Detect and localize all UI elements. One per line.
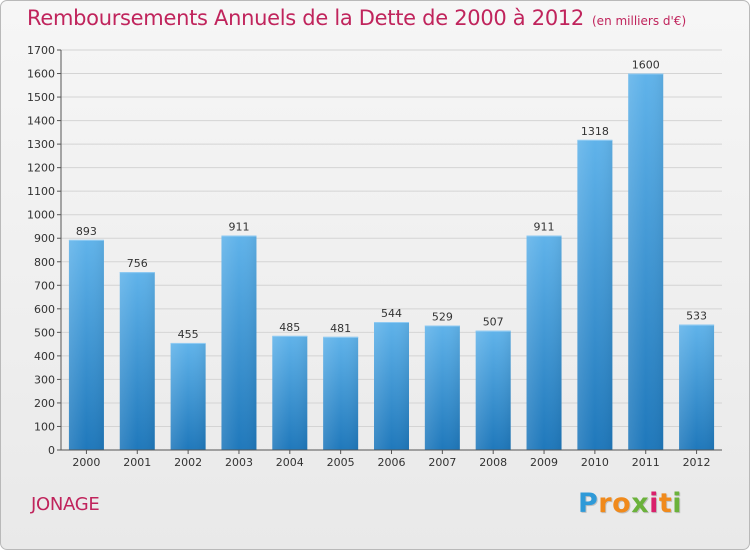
x-tick-label: 2004 [276, 456, 304, 469]
x-axis-tick-labels: 2000 2001 2002 2003 2004 2005 2006 2007 2008 2009… [72, 450, 711, 469]
y-tick-label: 1000 [27, 209, 55, 222]
y-tick-label: 1700 [27, 44, 55, 57]
data-label: 481 [330, 322, 351, 335]
y-tick-label: 200 [34, 397, 55, 410]
data-label: 507 [483, 316, 504, 329]
data-label: 1600 [632, 59, 660, 72]
city-name: JONAGE [31, 494, 100, 515]
y-tick-label: 1200 [27, 162, 55, 175]
logo-letter: i [672, 488, 683, 519]
bar-shine [577, 139, 613, 450]
data-label: 485 [279, 321, 300, 334]
x-tick-label: 2005 [327, 456, 355, 469]
y-tick-label: 1600 [27, 68, 55, 81]
y-tick-label: 300 [34, 373, 55, 386]
data-label: 529 [432, 311, 453, 324]
data-labels: 893 756 455 911 485 481 544 529 507 911 1318 1600 53… [76, 59, 707, 341]
x-tick-label: 2001 [123, 456, 151, 469]
bar-shine [272, 335, 308, 450]
y-tick-label: 500 [34, 326, 55, 339]
data-label: 911 [228, 221, 249, 234]
y-tick-label: 1500 [27, 91, 55, 104]
logo-letter: o [612, 488, 632, 519]
y-tick-label: 400 [34, 350, 55, 363]
x-tick-label: 2007 [428, 456, 456, 469]
y-axis-tick-labels: 0 100 200 300 400 500 600 700 800 900 1000 1100 1200… [27, 44, 55, 457]
bars [68, 73, 715, 450]
y-tick-label: 600 [34, 303, 55, 316]
data-label: 533 [686, 310, 707, 323]
logo-letter: i [649, 488, 659, 519]
chart-title-text: Remboursements Annuels de la Dette de 20… [27, 6, 584, 30]
axes [60, 50, 722, 451]
y-tick-label: 100 [34, 420, 55, 433]
logo-letter: t [658, 488, 673, 519]
y-tick-label: 0 [48, 444, 55, 457]
bar-shine [68, 239, 104, 450]
data-label: 756 [127, 257, 148, 270]
x-tick-label: 2012 [683, 456, 711, 469]
bar-shine [679, 324, 715, 450]
logo-letter: r [598, 488, 613, 519]
chart-title: Remboursements Annuels de la Dette de 20… [27, 6, 686, 30]
data-label: 1318 [581, 125, 609, 138]
logo-letter: x [631, 488, 650, 519]
bar-shine [526, 235, 562, 450]
x-tick-label: 2002 [174, 456, 202, 469]
data-label: 911 [534, 221, 555, 234]
bar-shine [628, 73, 664, 450]
proxiti-logo: Proxiti [578, 488, 682, 519]
bar-shine [374, 322, 409, 450]
data-label: 544 [381, 307, 402, 320]
y-tick-label: 1100 [27, 185, 55, 198]
x-tick-label: 2000 [72, 456, 100, 469]
data-label: 455 [178, 328, 199, 341]
bar-shine [424, 325, 460, 450]
bar-shine [475, 330, 511, 450]
x-tick-label: 2011 [632, 456, 660, 469]
bar-shine [119, 272, 155, 450]
y-tick-label: 900 [34, 232, 55, 245]
bar-shine [323, 336, 359, 450]
chart-subtitle: (en milliers d'€) [592, 14, 687, 28]
x-tick-label: 2010 [581, 456, 609, 469]
x-tick-label: 2008 [479, 456, 507, 469]
x-tick-label: 2006 [378, 456, 406, 469]
bar-shine [170, 342, 206, 450]
data-label: 893 [76, 225, 97, 238]
x-tick-label: 2009 [530, 456, 558, 469]
x-tick-label: 2003 [225, 456, 253, 469]
bar-shine [221, 235, 257, 450]
logo-letter: P [578, 488, 599, 519]
y-tick-label: 800 [34, 256, 55, 269]
y-tick-label: 700 [34, 279, 55, 292]
y-tick-label: 1300 [27, 138, 55, 151]
y-tick-label: 1400 [27, 115, 55, 128]
